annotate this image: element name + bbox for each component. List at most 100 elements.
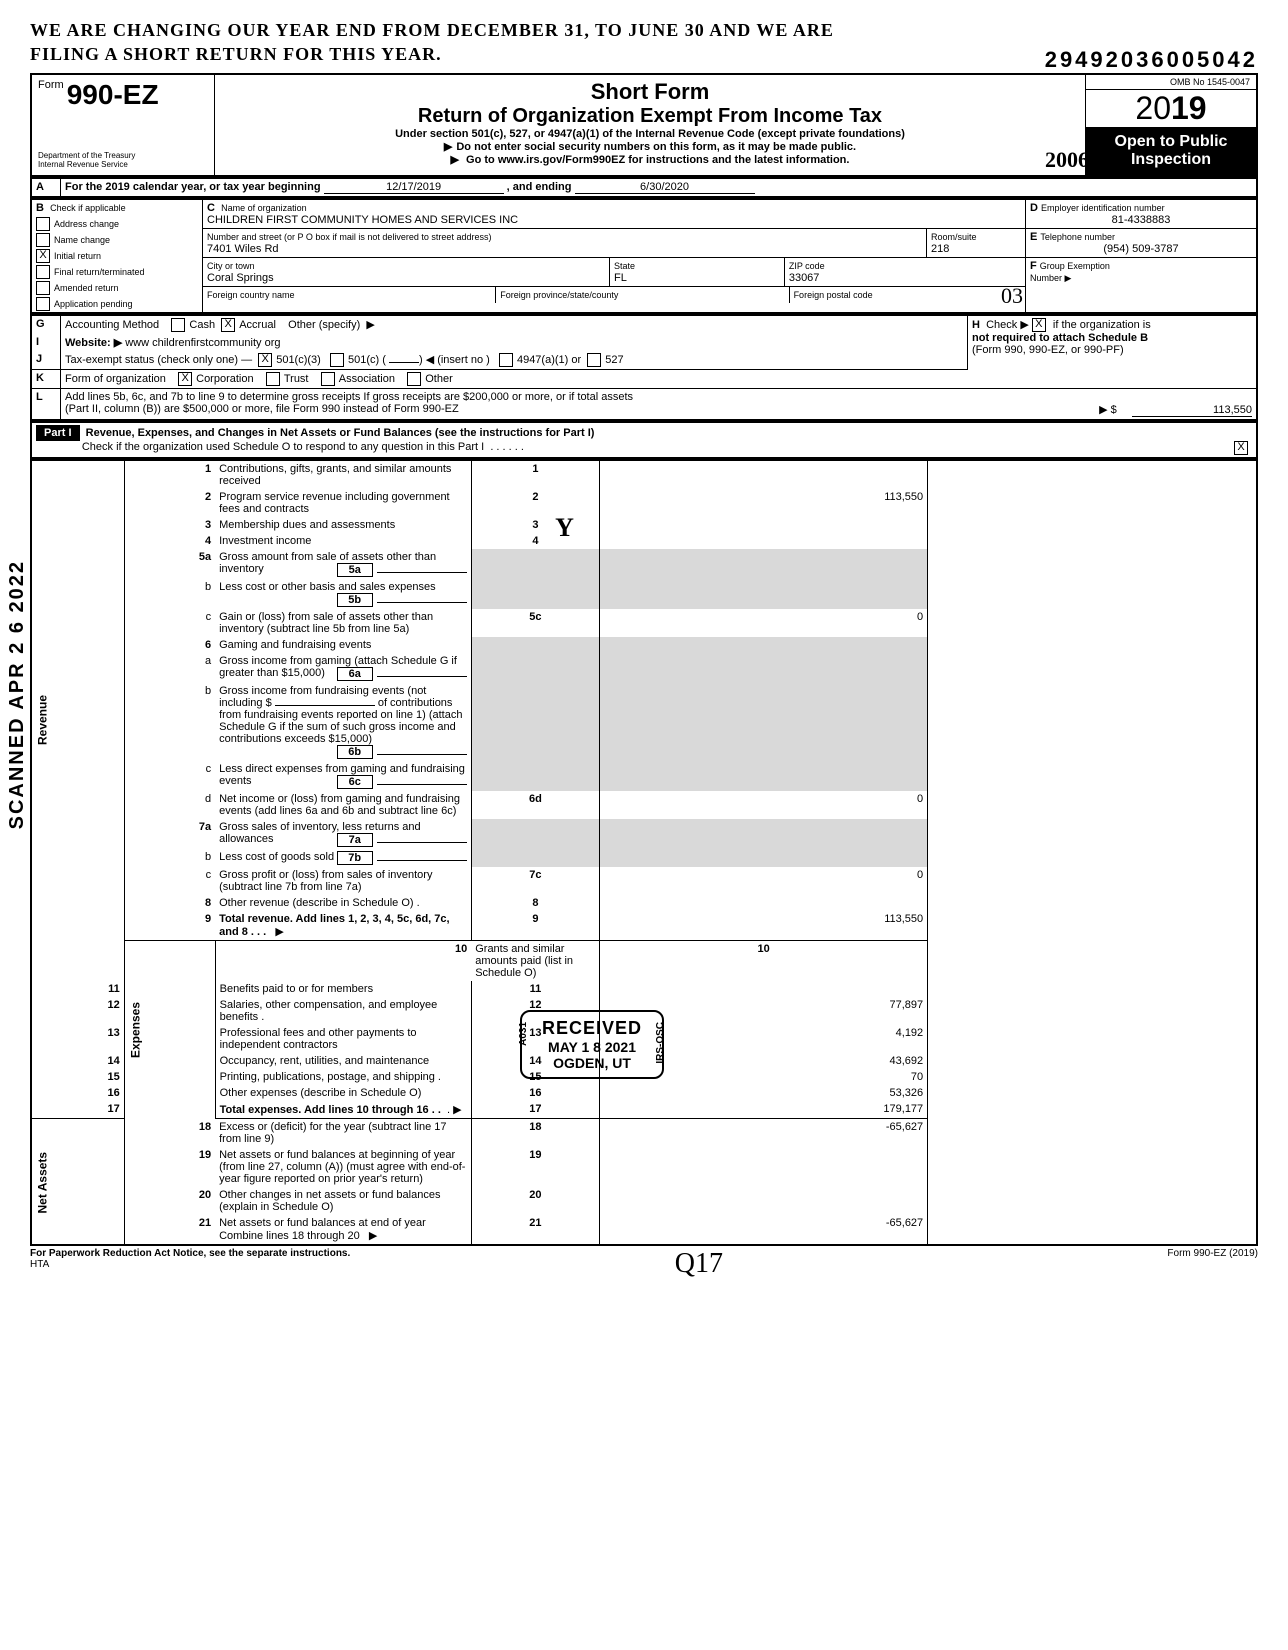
amt-3 <box>600 517 928 533</box>
l-amount: 113,550 <box>1132 404 1252 417</box>
room-label: Room/suite <box>931 232 977 242</box>
amtno-19: 19 <box>471 1147 599 1187</box>
vert-expenses: Expenses <box>124 941 215 1119</box>
amt-20 <box>600 1187 928 1215</box>
open-public-text: Open to Public <box>1092 133 1250 151</box>
desc-7c: Gross profit or (loss) from sales of inv… <box>215 867 471 895</box>
lbl-address-change: Address change <box>54 219 119 229</box>
lbl-4947: 4947(a)(1) or <box>517 354 581 366</box>
cb-accrual[interactable]: X <box>221 318 235 332</box>
city-label: City or town <box>207 261 255 271</box>
label-l: L <box>31 389 61 421</box>
form-org-label: Form of organization <box>65 373 166 385</box>
ln-4: 4 <box>124 533 215 549</box>
room-value: 218 <box>931 243 949 255</box>
omb-number: OMB No 1545-0047 <box>1086 75 1256 89</box>
cb-501c3[interactable]: X <box>258 353 272 367</box>
ln-6b: b <box>124 683 215 761</box>
foreign-postal-label: Foreign postal code <box>794 290 873 300</box>
l-text2: (Part II, column (B)) are $500,000 or mo… <box>65 403 459 415</box>
amt-7c: 0 <box>600 867 928 895</box>
hand-y-mark: Y <box>555 513 574 543</box>
year-end: 6/30/2020 <box>575 181 755 194</box>
cb-4947[interactable] <box>499 353 513 367</box>
label-e: E <box>1030 231 1037 243</box>
group-exemption-label: Group Exemption <box>1040 261 1110 271</box>
cb-name-change[interactable] <box>36 233 50 247</box>
cb-final-return[interactable] <box>36 265 50 279</box>
website-label: Website: ▶ <box>65 337 122 349</box>
cb-h[interactable]: X <box>1032 318 1046 332</box>
street-value: 7401 Wiles Rd <box>207 243 279 255</box>
cb-501c[interactable] <box>330 353 344 367</box>
vert-revenue: Revenue <box>31 460 124 981</box>
amtno-8: 8 <box>471 895 599 911</box>
dln-number: 29492036005042 <box>1045 47 1258 72</box>
ln-8: 8 <box>124 895 215 911</box>
tax-exempt-label: Tax-exempt status (check only one) — <box>65 354 252 366</box>
form-number: 990-EZ <box>67 79 159 110</box>
cb-amended-return[interactable] <box>36 281 50 295</box>
ln-6a: a <box>124 653 215 683</box>
lbl-527: 527 <box>605 354 623 366</box>
cb-application-pending[interactable] <box>36 297 50 311</box>
ln-1: 1 <box>124 460 215 489</box>
website-value: www childrenfirstcommunity org <box>125 337 280 349</box>
year-begin: 12/17/2019 <box>324 181 504 194</box>
cb-cash[interactable] <box>171 318 185 332</box>
treasury-label: Department of the Treasury <box>38 151 208 160</box>
lbl-trust: Trust <box>284 373 309 385</box>
cb-527[interactable] <box>587 353 601 367</box>
cb-trust[interactable] <box>266 372 280 386</box>
ln-15: 15 <box>31 1069 124 1085</box>
cb-initial-return[interactable]: X <box>36 249 50 263</box>
lbl-name-change: Name change <box>54 235 110 245</box>
ln-6: 6 <box>124 637 215 653</box>
ln-18: 18 <box>124 1119 215 1148</box>
city-value: Coral Springs <box>207 272 274 284</box>
cb-address-change[interactable] <box>36 217 50 231</box>
group-number-label: Number ▶ <box>1030 273 1071 283</box>
desc-6d: Net income or (loss) from gaming and fun… <box>215 791 471 819</box>
received-date: MAY 1 8 2021 <box>542 1039 642 1055</box>
under-section: Under section 501(c), 527, or 4947(a)(1)… <box>221 128 1079 140</box>
ln-19: 19 <box>124 1147 215 1187</box>
amtno-5a-gray <box>471 549 599 579</box>
desc-4: Investment income <box>215 533 471 549</box>
desc-16: Other expenses (describe in Schedule O) <box>215 1085 471 1101</box>
amtno-5b-gray <box>471 579 599 609</box>
part1-checktext: Check if the organization used Schedule … <box>82 441 484 453</box>
ln-12: 12 <box>31 997 124 1025</box>
cb-part1-scho[interactable]: X <box>1234 441 1248 455</box>
l-text1: Add lines 5b, 6c, and 7b to line 9 to de… <box>65 391 633 403</box>
tax-year: 2019 <box>1086 89 1256 127</box>
paperwork-notice: For Paperwork Reduction Act Notice, see … <box>30 1248 350 1259</box>
part1-header: Part I Revenue, Expenses, and Changes in… <box>30 421 1258 459</box>
ln-14: 14 <box>31 1053 124 1069</box>
sections-b-f: B Check if applicable Address change Nam… <box>30 198 1258 314</box>
ln-7b: b <box>124 849 215 867</box>
amt-11 <box>600 981 928 997</box>
ln-9: 9 <box>124 911 215 941</box>
desc-21: Net assets or fund balances at end of ye… <box>219 1217 426 1242</box>
ein-value: 81-4338883 <box>1030 214 1252 226</box>
lbl-501c3: 501(c)(3) <box>276 354 321 366</box>
cb-assoc[interactable] <box>321 372 335 386</box>
inspection-text: Inspection <box>1092 151 1250 169</box>
ln-7c: c <box>124 867 215 895</box>
cb-corp[interactable]: X <box>178 372 192 386</box>
amt-16: 53,326 <box>600 1085 928 1101</box>
amt-2: 113,550 <box>600 489 928 517</box>
state-label: State <box>614 261 635 271</box>
label-k: K <box>31 370 61 389</box>
year-prefix: 20 <box>1135 90 1171 126</box>
year-suffix: 19 <box>1171 90 1207 126</box>
h-text2: if the organization is <box>1053 319 1151 331</box>
desc-9: Total revenue. Add lines 1, 2, 3, 4, 5c,… <box>219 913 449 938</box>
lbl-other-org: Other <box>425 373 453 385</box>
label-h: H <box>972 319 980 331</box>
cb-other-org[interactable] <box>407 372 421 386</box>
lbl-amended-return: Amended return <box>54 283 119 293</box>
street-label: Number and street (or P O box if mail is… <box>207 232 491 242</box>
and-ending: , and ending <box>507 181 572 193</box>
